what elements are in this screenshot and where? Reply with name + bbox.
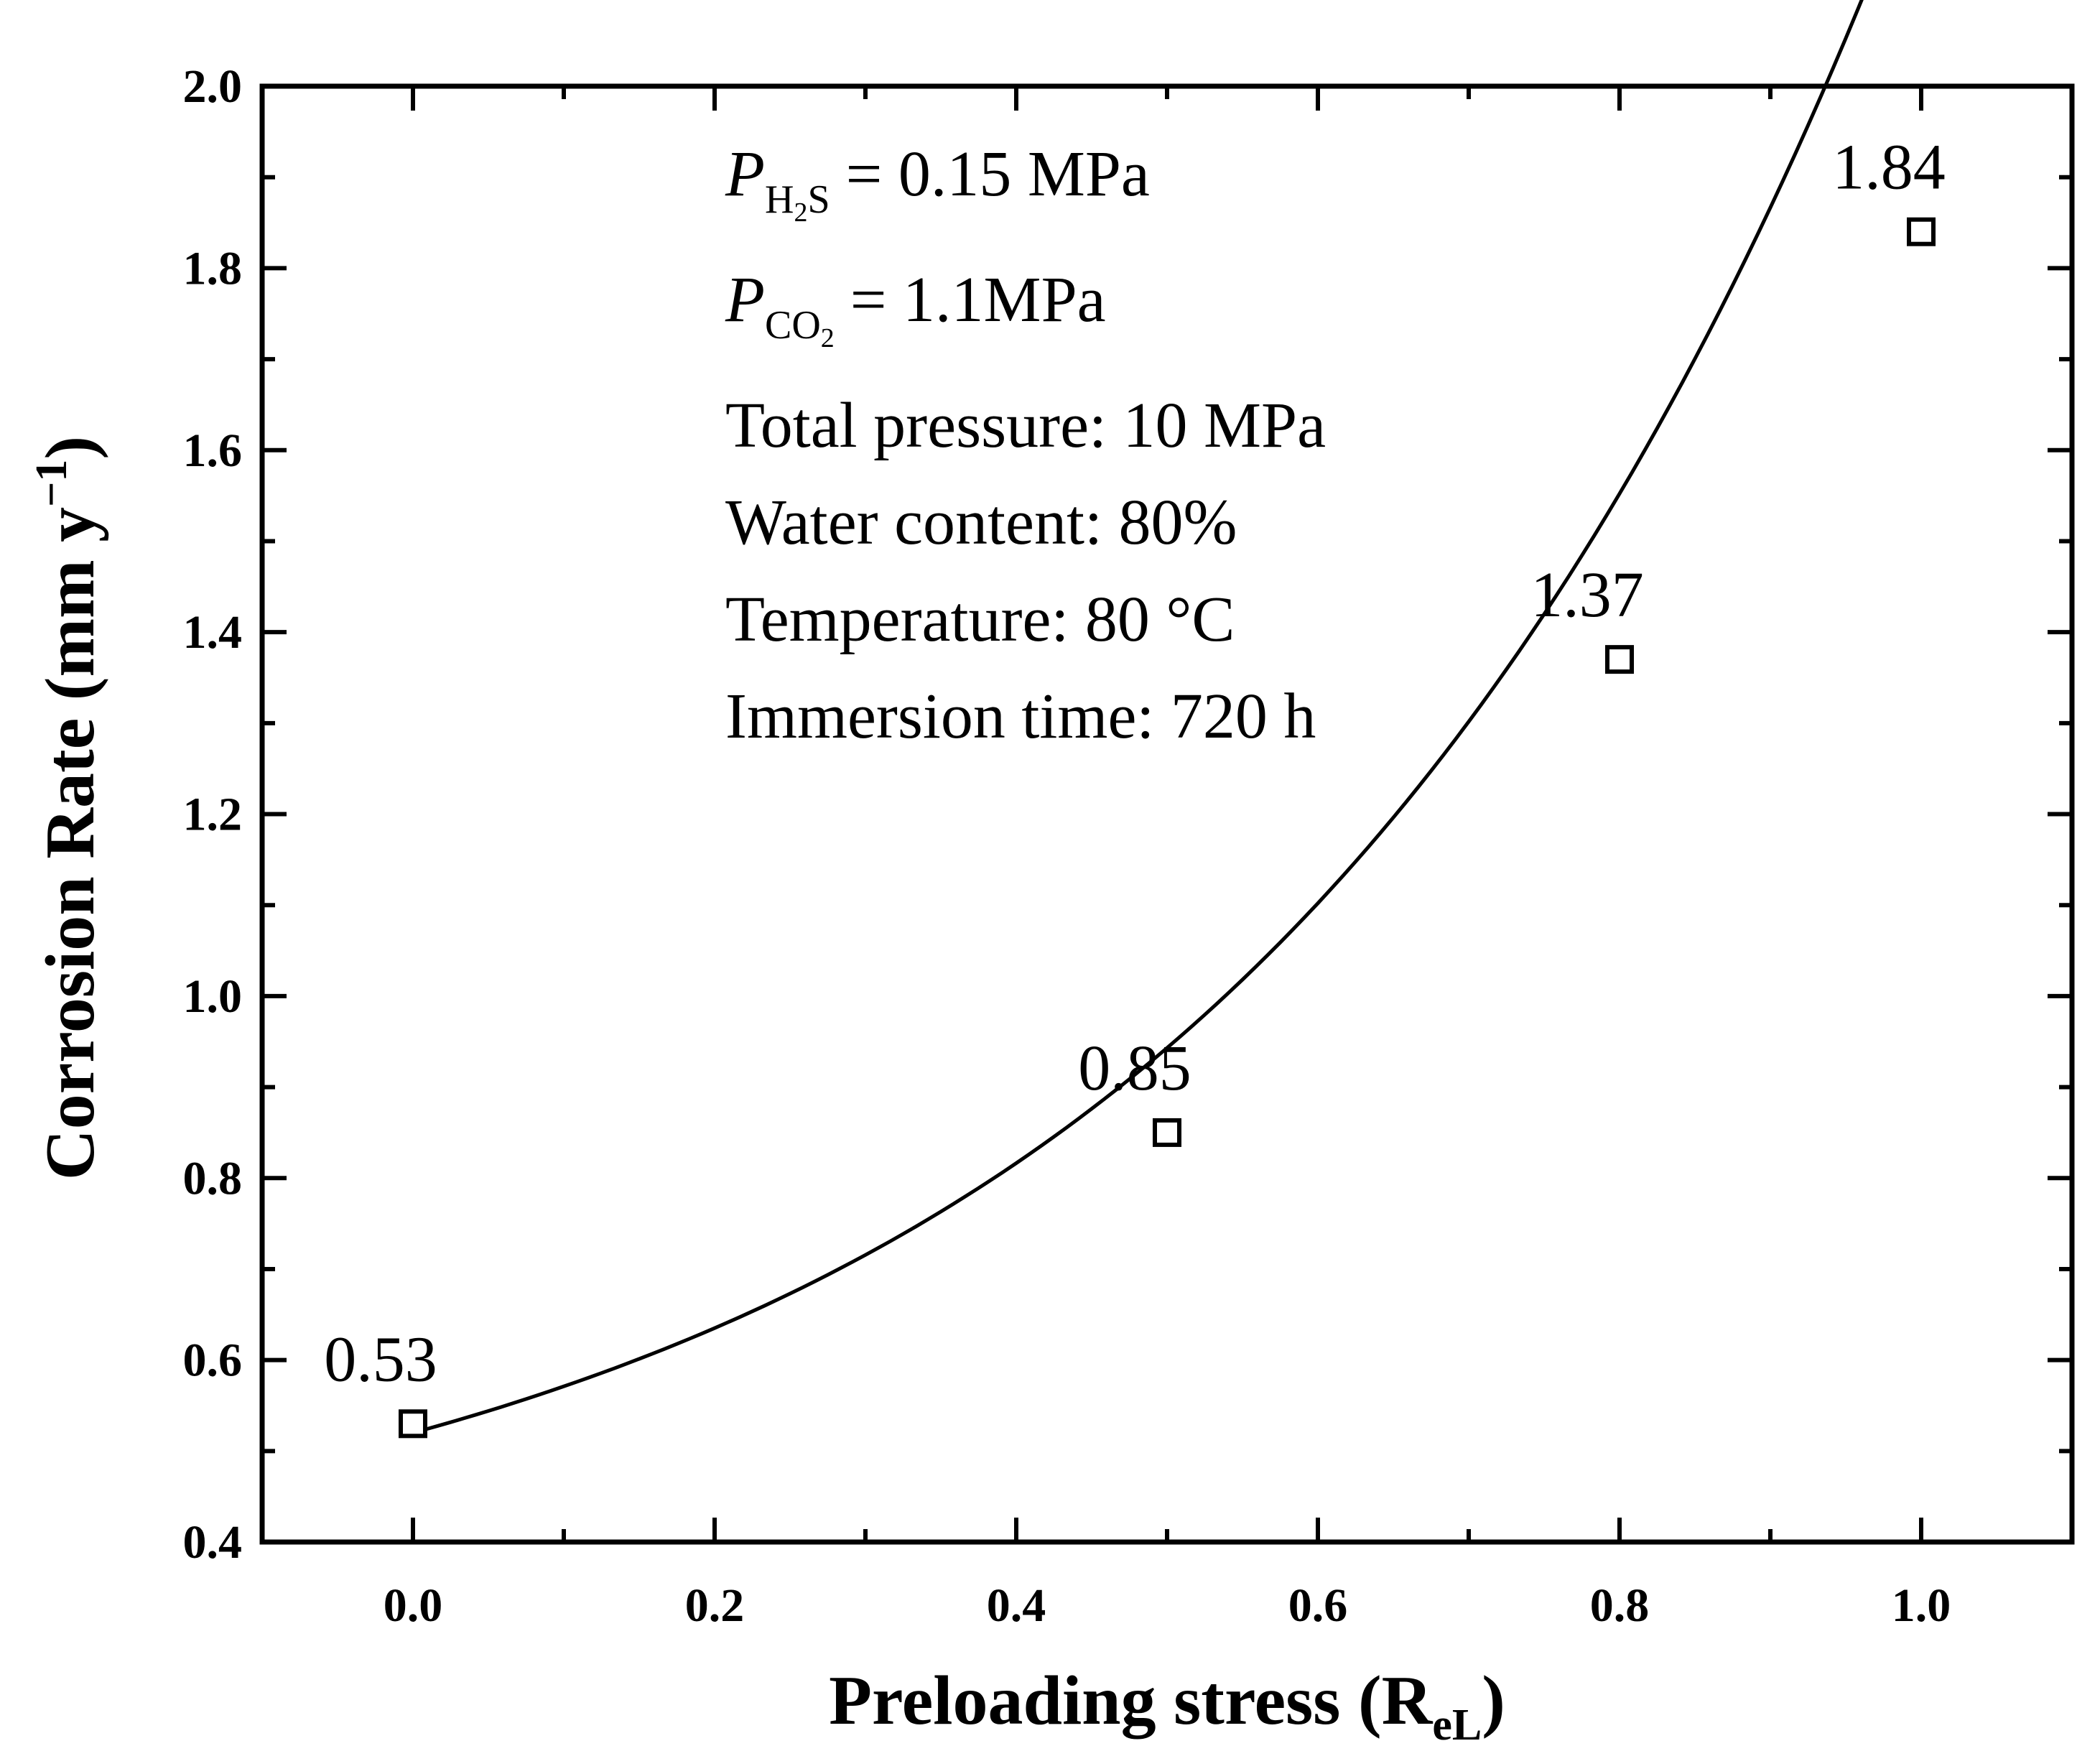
tick-labels-layer: 0.0 0.2 0.4 0.6 0.8 1.0 0.4 0.6 0.8 1.0 1.2 1.4 1.6 1…	[183, 60, 1951, 1632]
x-axis-title: Preloading stress (R​eL)	[829, 1662, 1505, 1746]
annotation-p-h2s: PH2S = 0.15 MPa	[725, 139, 1150, 228]
x-tick-label: 0.8	[1590, 1579, 1650, 1632]
data-label: 1.84	[1832, 132, 1946, 203]
data-point	[1605, 645, 1634, 674]
y-tick-label: 0.8	[183, 1152, 243, 1204]
data-label: 0.53	[324, 1324, 437, 1395]
x-tick-label: 1.0	[1892, 1579, 1951, 1632]
data-label: 0.85	[1078, 1033, 1191, 1104]
y-tick-label: 1.6	[183, 424, 243, 477]
annotation-immersion-time: Immersion time: 720 h	[725, 681, 1316, 752]
x-tick-label: 0.0	[384, 1579, 443, 1632]
data-point	[1907, 217, 1936, 246]
plot-frame	[259, 83, 2075, 1545]
annotation-water-content: Water content: 80%	[725, 487, 1237, 558]
annotation-block: PH2S = 0.15 MPa PCO2= 1.1MPa Total pressu…	[725, 139, 1326, 752]
y-tick-label: 1.2	[183, 789, 243, 841]
data-point	[399, 1409, 427, 1439]
data-labels-layer: 0.53 0.85 1.37 1.84	[324, 132, 1946, 1396]
y-tick-label: 0.6	[183, 1334, 243, 1387]
x-tick-label: 0.4	[987, 1579, 1046, 1632]
markers-layer	[399, 217, 1936, 1439]
annotation-p-co2: PCO2= 1.1MPa	[725, 264, 1106, 353]
y-tick-label: 1.4	[183, 606, 243, 659]
y-tick-label: 1.0	[183, 970, 243, 1023]
annotation-temperature: Temperature: 80 °C	[725, 584, 1235, 655]
y-tick-label: 2.0	[183, 60, 243, 113]
data-label: 1.37	[1530, 559, 1644, 631]
fit-curve	[412, 0, 1864, 1435]
x-tick-label: 0.6	[1288, 1579, 1348, 1632]
annotation-total-pressure: Total pressure: 10 MPa	[725, 390, 1326, 461]
y-tick-label: 1.8	[183, 242, 243, 294]
data-point	[1153, 1118, 1181, 1147]
ticks-layer	[262, 84, 2072, 1544]
y-tick-label: 0.4	[183, 1516, 243, 1569]
x-tick-label: 0.2	[685, 1579, 745, 1632]
y-axis-title: Corrosion Rate (mm y−1)	[27, 436, 109, 1180]
